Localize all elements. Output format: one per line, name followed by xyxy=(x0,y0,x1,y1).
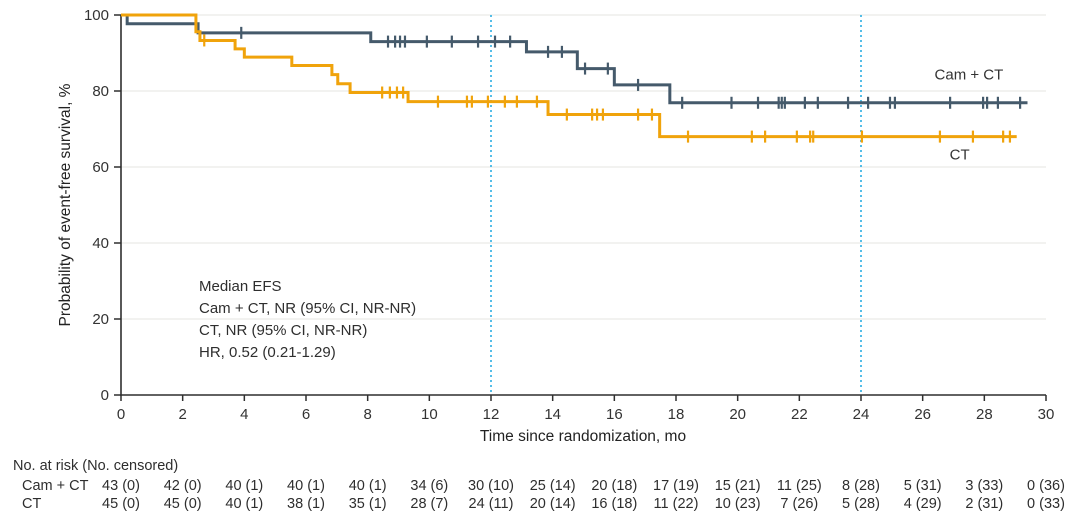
risk-value: 5 (28) xyxy=(842,496,880,512)
y-tick-label: 40 xyxy=(92,235,109,252)
y-tick-label: 20 xyxy=(92,311,109,328)
x-tick-label: 10 xyxy=(421,406,438,423)
y-tick-label: 80 xyxy=(92,83,109,100)
risk-value: 8 (28) xyxy=(842,478,880,494)
x-tick-label: 4 xyxy=(240,406,248,423)
risk-value: 45 (0) xyxy=(102,496,140,512)
risk-table: No. at risk (No. censored) Cam + CT CT xyxy=(13,458,178,512)
x-tick-label: 8 xyxy=(363,406,371,423)
y-axis-label: Probability of event-free survival, % xyxy=(57,83,74,326)
x-tick-label: 12 xyxy=(483,406,500,423)
risk-row-label-ct: CT xyxy=(22,496,41,512)
risk-value: 43 (0) xyxy=(102,478,140,494)
risk-value: 35 (1) xyxy=(349,496,387,512)
x-tick-label: 0 xyxy=(117,406,125,423)
risk-value: 5 (31) xyxy=(904,478,942,494)
risk-value: 40 (1) xyxy=(225,496,263,512)
y-tick-label: 60 xyxy=(92,159,109,176)
annotation-line-3: CT, NR (95% CI, NR-NR) xyxy=(199,322,367,339)
km-curve-ct xyxy=(121,13,1017,139)
risk-value: 28 (7) xyxy=(410,496,448,512)
risk-value: 0 (33) xyxy=(1027,496,1065,512)
risk-value: 3 (33) xyxy=(965,478,1003,494)
x-tick-label: 16 xyxy=(606,406,623,423)
curve-label-cam-ct: Cam + CT xyxy=(935,67,1004,84)
x-tick-label: 2 xyxy=(178,406,186,423)
curve-label-ct: CT xyxy=(950,146,970,163)
risk-value: 24 (11) xyxy=(469,496,514,512)
risk-value: 16 (18) xyxy=(591,496,637,512)
risk-value: 0 (36) xyxy=(1027,478,1065,494)
risk-value: 10 (23) xyxy=(715,496,761,512)
x-tick-label: 24 xyxy=(853,406,870,423)
x-tick-label: 18 xyxy=(668,406,685,423)
risk-value: 38 (1) xyxy=(287,496,325,512)
annotation-line-4: HR, 0.52 (0.21-1.29) xyxy=(199,344,336,361)
risk-value: 25 (14) xyxy=(530,478,576,494)
y-tick-label: 0 xyxy=(101,387,109,404)
risk-value: 34 (6) xyxy=(410,478,448,494)
risk-value: 4 (29) xyxy=(904,496,942,512)
annotation-line-2: Cam + CT, NR (95% CI, NR-NR) xyxy=(199,300,416,317)
risk-value: 11 (25) xyxy=(777,478,822,494)
x-tick-label: 20 xyxy=(729,406,746,423)
risk-table-header: No. at risk (No. censored) xyxy=(13,458,178,474)
risk-row-label-cam-ct: Cam + CT xyxy=(22,478,89,494)
risk-value: 7 (26) xyxy=(780,496,818,512)
x-axis-label: Time since randomization, mo xyxy=(480,428,686,445)
risk-value: 20 (14) xyxy=(530,496,576,512)
risk-value: 30 (10) xyxy=(468,478,514,494)
x-tick-label: 14 xyxy=(544,406,561,423)
risk-value: 11 (22) xyxy=(654,496,699,512)
risk-value: 17 (19) xyxy=(653,478,699,494)
risk-value: 40 (1) xyxy=(349,478,387,494)
risk-value: 20 (18) xyxy=(591,478,637,494)
km-curve-cam-ct xyxy=(121,13,1028,105)
median-efs-annotation: Median EFS Cam + CT, NR (95% CI, NR-NR) … xyxy=(199,278,416,361)
x-tick-label: 30 xyxy=(1038,406,1055,423)
risk-value: 15 (21) xyxy=(715,478,761,494)
risk-value: 40 (1) xyxy=(225,478,263,494)
x-tick-label: 22 xyxy=(791,406,808,423)
x-tick-label: 6 xyxy=(302,406,310,423)
x-tick-label: 28 xyxy=(976,406,993,423)
y-tick-label: 100 xyxy=(84,7,109,24)
annotation-line-1: Median EFS xyxy=(199,278,282,295)
risk-value: 2 (31) xyxy=(965,496,1003,512)
risk-value: 42 (0) xyxy=(164,478,202,494)
risk-value: 40 (1) xyxy=(287,478,325,494)
risk-value: 45 (0) xyxy=(164,496,202,512)
x-tick-label: 26 xyxy=(914,406,931,423)
